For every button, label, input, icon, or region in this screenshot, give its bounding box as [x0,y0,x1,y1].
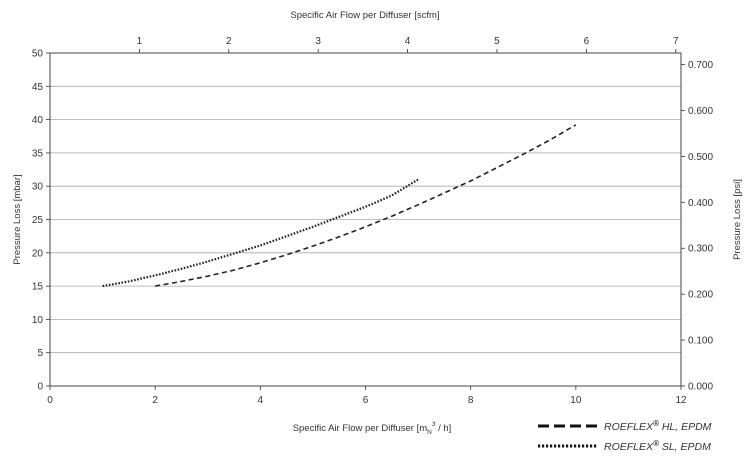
x-tick-label: 10 [570,395,582,406]
x-tick-label: 8 [468,395,474,406]
x-tick-label: 2 [152,395,158,406]
x-axis-title-sub: N [427,429,432,436]
y-tick-label: 10 [32,315,44,326]
top-tick-label: 7 [673,36,679,47]
right-tick-label: 0.100 [688,336,713,347]
y-tick-label: 50 [32,49,44,60]
legend-reg-mark: ® [653,439,659,448]
series-layer [102,124,577,288]
legend-rest: HL, EPDM [659,421,712,433]
right-tick-label: 0.000 [688,382,713,393]
y-tick-label: 45 [32,82,44,93]
y-tick-label: 30 [32,182,44,193]
x-axis-title-main: Specific Air Flow per Diffuser [m [293,423,428,434]
x-tick-label: 0 [47,395,53,406]
right-axis-title: Pressure Loss [psi] [732,179,743,260]
top-tick-label: 1 [137,36,143,47]
right-tick-label: 0.400 [688,198,713,209]
y-tick-label: 25 [32,215,44,226]
series-line-1 [155,124,577,287]
right-tick-label: 0.600 [688,106,713,117]
y-tick-label: 35 [32,148,44,159]
legend-label-2: ROEFLEX® SL, EPDM [604,439,711,453]
series-line-2 [102,178,419,288]
y-tick-label: 40 [32,115,44,126]
right-tick-label: 0.500 [688,152,713,163]
y-tick-label: 20 [32,248,44,259]
top-tick-label: 4 [405,36,411,47]
x-axis-title-sup: 3 [432,421,436,428]
top-tick-label: 5 [494,36,500,47]
top-tick-label: 6 [584,36,590,47]
x-tick-label: 4 [258,395,264,406]
top-tick-label: 2 [226,36,232,47]
y-tick-label: 0 [37,382,43,393]
top-tick-label: 3 [315,36,321,47]
legend-label-1: ROEFLEX® HL, EPDM [604,419,712,433]
x-axis-title-tail: / h] [435,423,451,434]
top-axis-title: Specific Air Flow per Diffuser [scfm] [290,10,439,21]
legend-brand: ROEFLEX [604,421,654,433]
legend-brand: ROEFLEX [604,441,654,453]
x-tick-label: 6 [363,395,369,406]
right-tick-label: 0.200 [688,290,713,301]
x-tick-label: 12 [675,395,687,406]
right-tick-label: 0.300 [688,244,713,255]
y-axis-title: Pressure Loss [mbar] [12,174,23,264]
right-tick-label: 0.700 [688,60,713,71]
grid-layer [50,85,681,354]
axis-layer [46,49,685,390]
y-tick-label: 15 [32,282,44,293]
plot-frame [49,52,682,387]
x-axis-title: Specific Air Flow per Diffuser [mN3 / h] [293,421,452,436]
legend-reg-mark: ® [653,419,659,428]
legend-rest: SL, EPDM [659,441,711,453]
y-tick-label: 5 [37,348,43,359]
